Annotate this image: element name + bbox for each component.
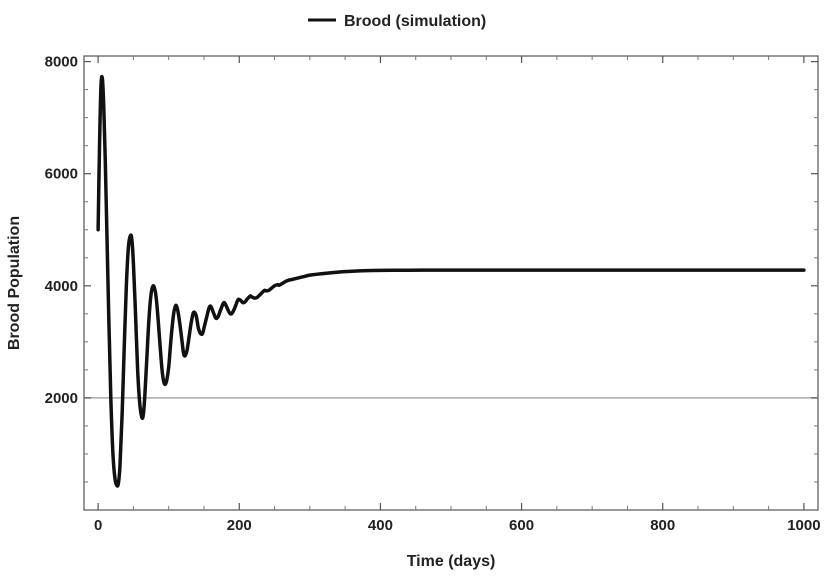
minor-ticks [84,56,818,510]
x-tick-label: 0 [94,517,102,534]
y-tick-label: 6000 [45,166,78,183]
x-tick-label: 600 [509,517,534,534]
y-tick-label: 2000 [45,390,78,407]
legend-label: Brood (simulation) [344,13,486,30]
y-tick-label: 8000 [45,54,78,71]
series-line-brood [96,74,806,488]
x-axis-label: Time (days) [407,553,496,570]
y-tick-label: 4000 [45,278,78,295]
y-axis-label: Brood Population [6,216,23,350]
plot-frame [83,55,819,511]
x-tick-label: 800 [650,517,675,534]
x-tick-label: 400 [368,517,393,534]
x-axis-ticks: 0 200 400 600 800 1000 [94,56,821,534]
legend: Brood (simulation) [308,13,486,30]
x-tick-label: 200 [227,517,252,534]
x-tick-label: 1000 [787,517,820,534]
y-axis-ticks: 2000 4000 6000 8000 [45,54,818,407]
